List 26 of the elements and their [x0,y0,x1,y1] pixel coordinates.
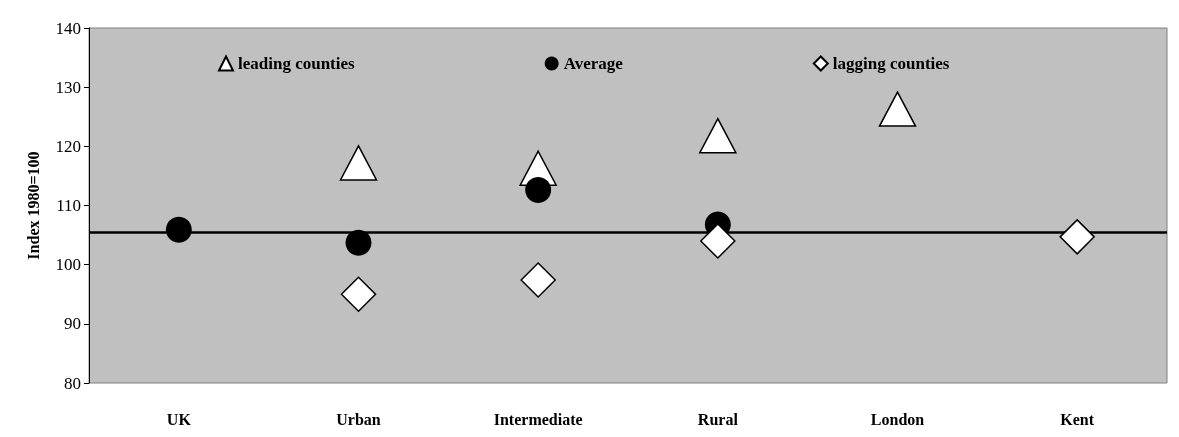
point [340,276,377,312]
point [699,117,737,154]
point [700,223,736,259]
legend-label: Average [563,54,624,73]
y-tick-label: 100 [55,255,81,275]
y-tick-label: 90 [64,314,81,334]
point [525,177,552,204]
y-axis-title: Index 1980=100 [24,151,42,260]
legend-label: leading counties [238,54,356,73]
y-tick-label: 120 [55,136,81,156]
y-tick-label: 130 [55,77,81,97]
x-tick-label: London [870,410,925,428]
point [339,145,378,181]
point [520,262,556,298]
x-tick-label: Kent [1060,410,1095,428]
x-tick-label: Rural [697,410,739,428]
point [345,229,372,256]
legend-label: lagging counties [832,54,950,73]
point [878,91,917,127]
y-tick-label: 110 [56,196,81,215]
x-tick-label: Urban [336,410,381,428]
point [1059,219,1095,255]
y-tick-label: 80 [64,373,81,393]
x-tick-label: Intermediate [493,410,583,428]
x-tick-label: UK [166,410,192,428]
y-tick-label: 140 [55,18,81,38]
